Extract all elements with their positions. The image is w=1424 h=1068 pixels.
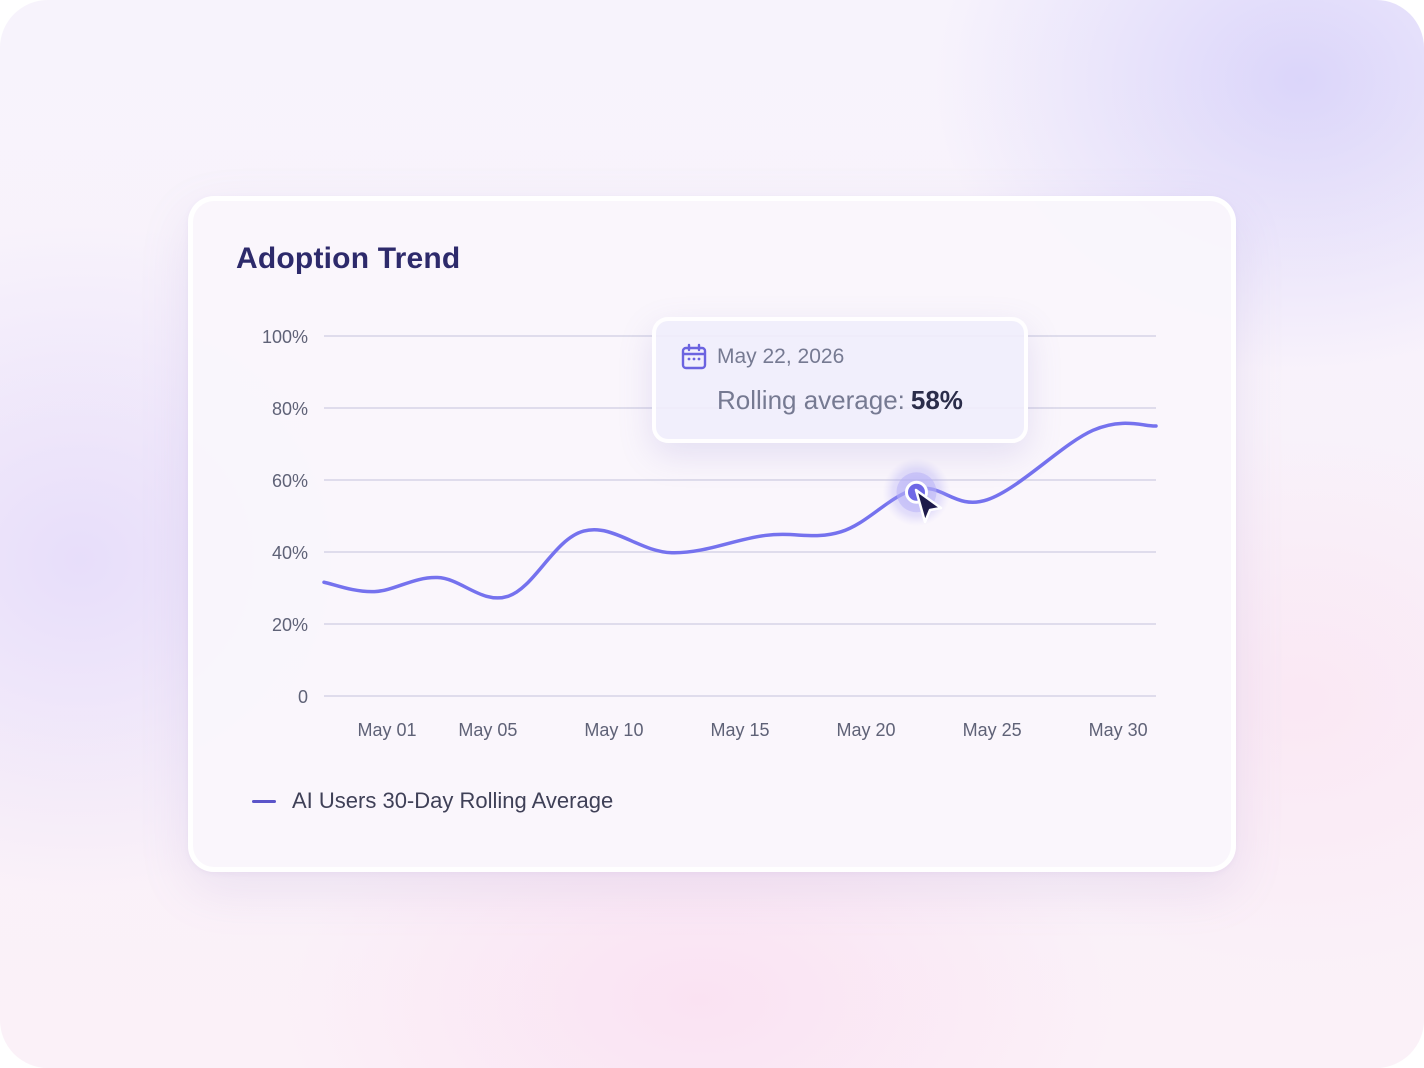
- y-tick-label: 60%: [272, 471, 308, 491]
- y-tick-label: 100%: [262, 327, 308, 347]
- legend-label: AI Users 30-Day Rolling Average: [292, 788, 614, 813]
- chart-card: [188, 196, 1236, 872]
- y-tick-label: 20%: [272, 615, 308, 635]
- chart-legend[interactable]: AI Users 30-Day Rolling Average: [252, 786, 613, 816]
- y-tick-label: 80%: [272, 399, 308, 419]
- y-axis-labels: 0 20% 40% 60% 80% 100%: [262, 327, 308, 707]
- tooltip-value: 58%: [910, 385, 963, 415]
- y-tick-label: 40%: [272, 543, 308, 563]
- series-line: [322, 421, 1158, 600]
- x-tick-label: May 25: [963, 720, 1022, 740]
- data-point-tooltip: May 22, 2026 Rolling average: 58%: [652, 317, 1028, 443]
- chart-title: Adoption Trend: [236, 242, 461, 275]
- legend-swatch: [252, 799, 276, 803]
- y-tick-label: 0: [298, 687, 308, 707]
- x-axis-labels: May 01 May 05 May 10 May 15 May 20 May 25 May …: [358, 720, 1148, 740]
- series-layer: [322, 421, 1158, 600]
- x-tick-label: May 05: [458, 720, 517, 740]
- x-tick-label: May 10: [584, 720, 643, 740]
- x-tick-label: May 30: [1089, 720, 1148, 740]
- x-tick-label: May 15: [710, 720, 769, 740]
- x-tick-label: May 01: [358, 720, 417, 740]
- tooltip-value-row: Rolling average: 58%: [717, 385, 963, 416]
- tooltip-label: Rolling average:: [717, 385, 905, 415]
- x-tick-label: May 20: [837, 720, 896, 740]
- calendar-icon: [681, 343, 707, 370]
- mouse-cursor-icon: [914, 488, 943, 524]
- tooltip-date: May 22, 2026: [717, 345, 845, 368]
